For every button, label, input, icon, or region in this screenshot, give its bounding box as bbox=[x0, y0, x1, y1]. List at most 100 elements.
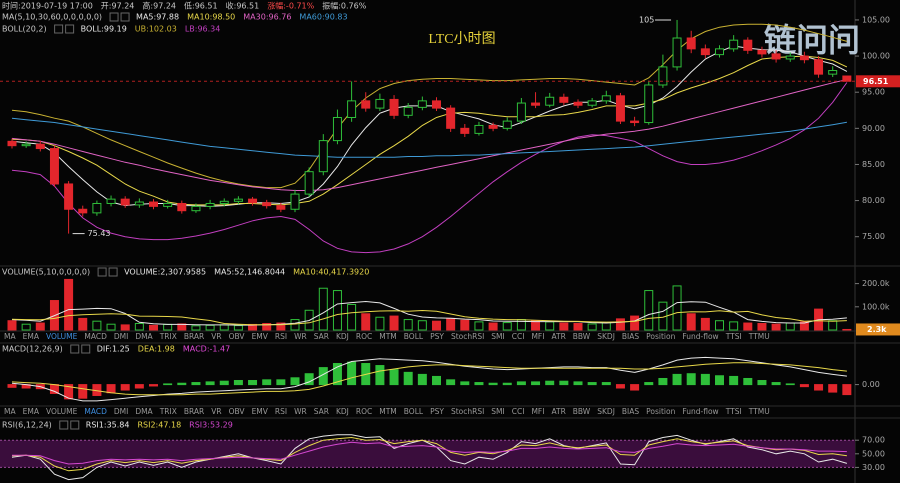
indicator-tab[interactable]: TRIX bbox=[159, 332, 177, 341]
candle-body bbox=[700, 48, 710, 56]
indicator-tab[interactable]: MFI bbox=[531, 407, 544, 416]
bar bbox=[35, 322, 45, 331]
indicator-tab[interactable]: EMA bbox=[23, 407, 40, 416]
indicator-tab[interactable]: MTM bbox=[379, 407, 397, 416]
current-price-label: 96.51 bbox=[863, 77, 889, 86]
bar bbox=[248, 380, 258, 386]
indicator-tab[interactable]: MA bbox=[4, 407, 16, 416]
bar bbox=[743, 377, 753, 386]
indicator-tab[interactable]: OBV bbox=[229, 407, 246, 416]
y-tick-label: 100.00 bbox=[862, 52, 890, 61]
setting-button[interactable] bbox=[70, 344, 80, 354]
indicator-tab[interactable]: BBW bbox=[573, 332, 591, 341]
indicator-tab[interactable]: EMV bbox=[252, 332, 269, 341]
candle-body bbox=[715, 48, 724, 56]
indicator-tab[interactable]: SMI bbox=[491, 332, 504, 341]
indicator-tab[interactable]: RSI bbox=[275, 332, 287, 341]
bar bbox=[658, 377, 668, 386]
indicator-tab[interactable]: CCI bbox=[512, 332, 525, 341]
indicator-tab[interactable]: WR bbox=[294, 332, 307, 341]
indicator-tab[interactable]: TTSI bbox=[725, 407, 742, 416]
indicator-tab[interactable]: BIAS bbox=[622, 332, 639, 341]
setting-button[interactable] bbox=[70, 420, 80, 430]
indicator-tab[interactable]: SAR bbox=[314, 332, 329, 341]
indicator-tab[interactable]: KDJ bbox=[336, 332, 349, 341]
indicator-tab[interactable]: BOLL bbox=[404, 332, 424, 341]
indicator-tab[interactable]: BIAS bbox=[622, 407, 639, 416]
indicator-tab[interactable]: EMA bbox=[23, 332, 40, 341]
indicator-tab[interactable]: VOLUME bbox=[46, 407, 78, 416]
current-price-tag bbox=[856, 75, 900, 88]
setting-button[interactable] bbox=[109, 12, 119, 22]
indicator-tab[interactable]: WR bbox=[294, 407, 307, 416]
indicator-tab[interactable]: ROC bbox=[356, 332, 372, 341]
bar bbox=[814, 384, 824, 391]
indicator-tab[interactable]: SMI bbox=[491, 407, 504, 416]
setting-button[interactable] bbox=[120, 12, 130, 22]
candle-body bbox=[531, 102, 541, 106]
indicator-tab[interactable]: SAR bbox=[314, 407, 329, 416]
candle-body bbox=[658, 66, 668, 86]
indicator-tab[interactable]: Fund-flow bbox=[682, 332, 718, 341]
indicator-tab[interactable]: ATR bbox=[551, 407, 565, 416]
bar bbox=[545, 321, 555, 331]
indicator-tab[interactable]: ATR bbox=[551, 332, 565, 341]
bar bbox=[361, 313, 371, 331]
bar bbox=[545, 380, 555, 386]
bar bbox=[191, 325, 201, 331]
setting-button[interactable] bbox=[54, 24, 64, 34]
indicator-tab[interactable]: StochRSI bbox=[451, 332, 484, 341]
bar bbox=[21, 323, 31, 331]
indicator-tab[interactable]: PSY bbox=[430, 332, 444, 341]
indicator-tab[interactable]: SKDJ bbox=[597, 407, 615, 416]
indicator-tab[interactable]: TTSI bbox=[725, 332, 742, 341]
bar bbox=[573, 323, 583, 331]
indicator-tab[interactable]: VR bbox=[211, 332, 221, 341]
indicator-tab[interactable]: CCI bbox=[512, 407, 525, 416]
candle-body bbox=[205, 202, 215, 207]
indicator-tab[interactable]: VR bbox=[211, 407, 221, 416]
indicator-tab[interactable]: MTM bbox=[379, 332, 397, 341]
setting-button[interactable] bbox=[81, 344, 91, 354]
indicator-tab[interactable]: TTMU bbox=[748, 407, 770, 416]
setting-button[interactable] bbox=[65, 24, 75, 34]
indicator-label: MACD(12,26,9) bbox=[2, 345, 63, 354]
bar bbox=[686, 313, 696, 331]
indicator-tab[interactable]: MFI bbox=[531, 332, 544, 341]
indicator-tab[interactable]: BRAR bbox=[184, 332, 204, 341]
indicator-tab[interactable]: MACD bbox=[84, 332, 107, 341]
indicator-tab[interactable]: TRIX bbox=[159, 407, 177, 416]
indicator-tab[interactable]: KDJ bbox=[336, 407, 349, 416]
indicator-tab[interactable]: BBW bbox=[573, 407, 591, 416]
candle-body bbox=[644, 84, 654, 124]
indicator-tab[interactable]: RSI bbox=[275, 407, 287, 416]
candle-body bbox=[828, 70, 838, 75]
indicator-tab[interactable]: Position bbox=[646, 407, 675, 416]
indicator-tab[interactable]: VOLUME bbox=[46, 332, 78, 341]
indicator-tab[interactable]: DMI bbox=[114, 332, 128, 341]
indicator-tab[interactable]: Fund-flow bbox=[682, 407, 718, 416]
indicator-tab[interactable]: Position bbox=[646, 332, 675, 341]
indicator-tab[interactable]: BRAR bbox=[184, 407, 204, 416]
indicator-tab[interactable]: PSY bbox=[430, 407, 444, 416]
indicator-tab[interactable]: MA bbox=[4, 332, 16, 341]
candle-body bbox=[7, 140, 17, 147]
indicator-tab[interactable]: DMA bbox=[135, 407, 153, 416]
candle-body bbox=[545, 96, 555, 106]
indicator-tab[interactable]: StochRSI bbox=[451, 407, 484, 416]
indicator-tab[interactable]: EMV bbox=[252, 407, 269, 416]
indicator-tab[interactable]: OBV bbox=[229, 332, 246, 341]
info-field: 低:96.51 bbox=[184, 1, 218, 11]
indicator-tab[interactable]: DMI bbox=[114, 407, 128, 416]
y-tick-label: 70.00 bbox=[862, 436, 885, 445]
indicator-tab[interactable]: MACD bbox=[84, 407, 107, 416]
indicator-tab[interactable]: ROC bbox=[356, 407, 372, 416]
setting-button[interactable] bbox=[97, 267, 107, 277]
bar bbox=[332, 290, 342, 331]
indicator-tab[interactable]: DMA bbox=[135, 332, 153, 341]
setting-button[interactable] bbox=[59, 420, 69, 430]
indicator-tab[interactable]: SKDJ bbox=[597, 332, 615, 341]
indicator-tab[interactable]: TTMU bbox=[748, 332, 770, 341]
indicator-tab[interactable]: BOLL bbox=[404, 407, 424, 416]
setting-button[interactable] bbox=[108, 267, 118, 277]
